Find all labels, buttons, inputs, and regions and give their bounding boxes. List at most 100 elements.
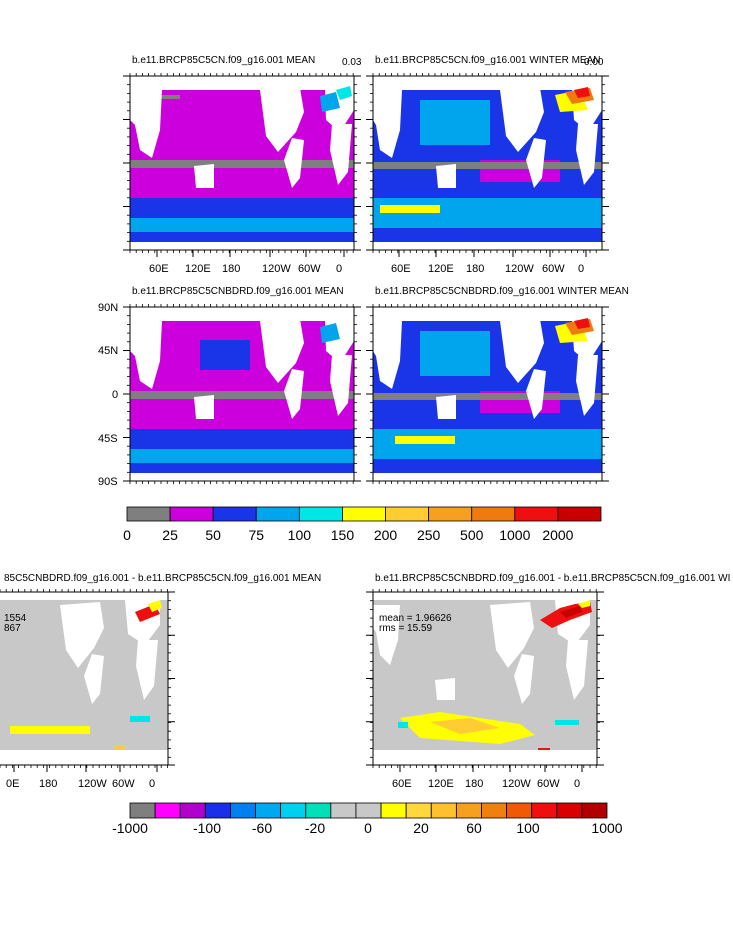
colorbar-bottom-box (556, 802, 583, 819)
colorbar-bottom: -1000 -100 -60 -20 0 20 60 100 1000 (112, 802, 623, 836)
x-tick-label: 180 (466, 263, 484, 275)
x-tick-label: 180 (39, 778, 57, 790)
y-tick-label: 90N (98, 302, 118, 314)
x-tick-label: 120E (428, 778, 454, 790)
panel-title: b.e11.BRCP85C5CN.f09_g16.001 MEAN (132, 55, 315, 66)
colorbar-bottom-label: -60 (252, 820, 272, 836)
colorbar-top-box (471, 506, 516, 522)
y-tick-label: 0 (112, 389, 118, 401)
map-field (373, 76, 602, 250)
colorbar-bottom-box (481, 802, 507, 819)
colorbar-bottom-box (405, 802, 432, 819)
x-tick-label: 60W (112, 778, 135, 790)
y-axis-labels: 90N 45N 0 45S 90S (98, 302, 118, 488)
panel-title: 85C5CNBDRD.f09_g16.001 - b.e11.BRCP85C5C… (4, 573, 321, 584)
y-tick-label: 45N (98, 345, 118, 357)
colorbar-top-box (428, 506, 473, 522)
map-panel-base-winter-mean: b.e11.BRCP85C5CN.f09_g16.001 WINTER MEAN… (373, 55, 604, 250)
colorbar-top-label: 250 (417, 527, 441, 543)
stats-mean: mean = 1.96626 (379, 613, 452, 624)
map-panel-base-mean: b.e11.BRCP85C5CN.f09_g16.001 MEAN 0.03 (130, 55, 362, 250)
panel-corner-value: 0.00 (584, 57, 604, 68)
map-panel-bdrd-winter-mean: b.e11.BRCP85C5CNBDRD.f09_g16.001 WINTER … (373, 286, 629, 481)
panel-frame (123, 304, 361, 484)
panel-corner-value: 0.03 (342, 57, 362, 68)
map-field (0, 592, 168, 765)
panel-frames: 60E 120E 180 120W 60W 0 60E 120E 180 120W 60W 0 0E 18… (0, 73, 609, 790)
colorbar-top-box (385, 506, 430, 522)
x-tick-label: 60E (392, 778, 412, 790)
colorbar-top-label: 2000 (542, 527, 573, 543)
colorbar-top-label: 100 (288, 527, 312, 543)
colorbar-bottom-labels: -1000 -100 -60 -20 0 20 60 100 1000 (112, 820, 623, 836)
x-tick-label: 120W (262, 263, 291, 275)
colorbar-bottom-label: 60 (466, 820, 482, 836)
x-tick-label: 0E (6, 778, 19, 790)
x-tick-label: 0 (149, 778, 155, 790)
colorbar-top-label: 150 (331, 527, 355, 543)
colorbar-bottom-label: 20 (413, 820, 429, 836)
x-tick-label: 0 (578, 263, 584, 275)
y-tick-label: 90S (98, 476, 118, 488)
map-panel-diff-winter-mean: b.e11.BRCP85C5CNBDRD.f09_g16.001 - b.e11… (373, 573, 730, 765)
colorbar-bottom-label: -1000 (112, 820, 148, 836)
colorbar-bottom-box (581, 802, 608, 819)
panel-title: b.e11.BRCP85C5CNBDRD.f09_g16.001 - b.e11… (375, 573, 730, 584)
x-tick-label: 60W (542, 263, 565, 275)
map-panel-diff-mean: 85C5CNBDRD.f09_g16.001 - b.e11.BRCP85C5C… (0, 573, 321, 765)
colorbar-bottom-box (305, 802, 332, 819)
stats-mean: 1554 (4, 613, 27, 624)
map-panel-bdrd-mean: b.e11.BRCP85C5CNBDRD.f09_g16.001 MEAN 90… (98, 286, 354, 488)
colorbar-bottom-box (430, 802, 457, 819)
map-field (130, 76, 354, 250)
colorbar-top-labels: 0 25 50 75 100 150 200 250 500 1000 2000 (123, 527, 574, 543)
panel-frame: 60E 120E 180 120W 60W 0 (366, 73, 609, 275)
colorbar-bottom-box (129, 802, 156, 819)
colorbar-bottom-box (179, 802, 206, 819)
colorbar-top-box (298, 506, 343, 522)
colorbar-bottom-label: 1000 (591, 820, 622, 836)
colorbar-bottom-box (204, 802, 231, 819)
stats-rms: 867 (4, 623, 21, 634)
x-tick-label: 0 (574, 778, 580, 790)
colorbar-bottom-box (330, 802, 357, 819)
panel-frame: 0E 180 120W 60W 0 (0, 589, 175, 790)
x-tick-label: 180 (222, 263, 240, 275)
x-tick-label: 120E (428, 263, 454, 275)
colorbar-top-box (169, 506, 214, 522)
colorbar-bottom-boxes (129, 802, 608, 819)
colorbar-bottom-box (380, 802, 407, 819)
colorbar-bottom-label: -20 (305, 820, 325, 836)
colorbar-bottom-box (280, 802, 307, 819)
colorbar-bottom-box (455, 802, 482, 819)
x-tick-label: 120W (502, 778, 531, 790)
x-tick-label: 180 (465, 778, 483, 790)
colorbar-top-label: 50 (205, 527, 221, 543)
colorbar-top: 0 25 50 75 100 150 200 250 500 1000 2000 (123, 506, 602, 543)
x-tick-label: 60W (298, 263, 321, 275)
colorbar-bottom-label: 0 (364, 820, 372, 836)
colorbar-top-box (255, 506, 300, 522)
stats-rms: rms = 15.59 (379, 623, 433, 634)
colorbar-top-box (212, 506, 257, 522)
map-field (130, 307, 354, 481)
colorbar-top-box (557, 506, 602, 522)
colorbar-bottom-label: -100 (193, 820, 221, 836)
colorbar-bottom-box (255, 802, 282, 819)
colorbar-top-label: 200 (374, 527, 398, 543)
x-tick-label: 60E (391, 263, 411, 275)
x-tick-label: 60E (149, 263, 169, 275)
colorbar-top-label: 75 (248, 527, 264, 543)
panel-title: b.e11.BRCP85C5CN.f09_g16.001 WINTER MEAN (375, 55, 600, 66)
colorbar-top-label: 500 (460, 527, 484, 543)
x-tick-label: 60W (537, 778, 560, 790)
map-field (373, 307, 602, 481)
colorbar-bottom-box (531, 802, 558, 819)
colorbar-top-label: 25 (162, 527, 178, 543)
colorbar-bottom-label: 100 (516, 820, 540, 836)
panel-frame: 60E 120E 180 120W 60W 0 (123, 73, 361, 275)
colorbar-bottom-box (506, 802, 533, 819)
panel-title: b.e11.BRCP85C5CNBDRD.f09_g16.001 WINTER … (375, 286, 629, 297)
y-tick-label: 45S (98, 433, 118, 445)
